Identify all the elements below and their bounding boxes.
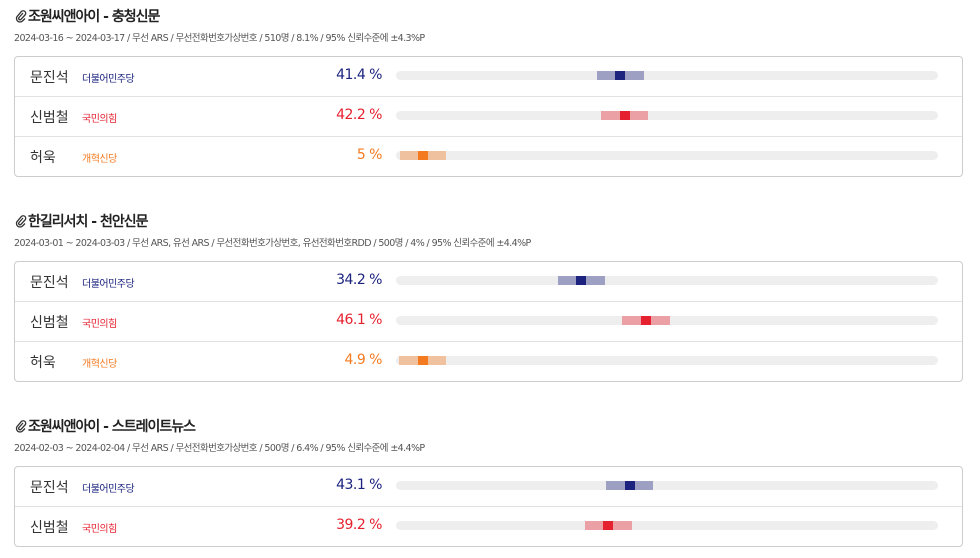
share-marker xyxy=(417,356,428,365)
poll-meta: 2024-03-16 ~ 2024-03-17 / 무선 ARS / 무선전화번… xyxy=(14,33,425,44)
candidate-name: 문진석 xyxy=(30,70,69,86)
party-name: 더불어민주당 xyxy=(82,484,135,495)
candidate-name: 신범철 xyxy=(30,110,69,126)
party-name: 국민의힘 xyxy=(82,319,117,330)
share-track xyxy=(396,151,938,160)
row-separator xyxy=(15,136,962,137)
party-name: 개혁신당 xyxy=(82,154,117,165)
poll-title: 한길리서치 - 천안신문 xyxy=(28,214,148,230)
candidate-name: 신범철 xyxy=(30,315,69,331)
share-track xyxy=(396,71,938,80)
vote-share: 42.2 % xyxy=(336,107,382,123)
clip-icon xyxy=(15,418,27,433)
party-name: 개혁신당 xyxy=(82,359,117,370)
candidate-name: 문진석 xyxy=(30,275,69,291)
share-track xyxy=(396,481,938,490)
row-separator xyxy=(15,301,962,302)
poll-title: 조원씨앤아이 - 스트레이트뉴스 xyxy=(28,419,196,435)
share-track xyxy=(396,316,938,325)
party-name: 국민의힘 xyxy=(82,524,117,535)
candidate-name: 신범철 xyxy=(30,520,69,536)
poll-title: 조원씨앤아이 - 충청신문 xyxy=(28,9,160,25)
row-separator xyxy=(15,96,962,97)
share-track xyxy=(396,276,938,285)
poll-box xyxy=(14,261,963,382)
poll-box xyxy=(14,56,963,177)
share-marker xyxy=(603,521,614,530)
candidate-name: 문진석 xyxy=(30,480,69,496)
vote-share: 5 % xyxy=(356,147,383,163)
share-marker xyxy=(624,481,635,490)
party-name: 더불어민주당 xyxy=(82,279,135,290)
vote-share: 4.9 % xyxy=(344,352,382,368)
row-separator xyxy=(15,506,962,507)
poll-box xyxy=(14,466,963,547)
share-track xyxy=(396,111,938,120)
vote-share: 41.4 % xyxy=(336,67,382,83)
row-separator xyxy=(15,341,962,342)
vote-share: 43.1 % xyxy=(336,477,382,493)
share-track xyxy=(396,356,938,365)
vote-share: 34.2 % xyxy=(336,272,382,288)
vote-share: 39.2 % xyxy=(336,517,382,533)
vote-share: 46.1 % xyxy=(336,312,382,328)
clip-icon xyxy=(15,8,27,23)
party-name: 더불어민주당 xyxy=(82,74,135,85)
party-name: 국민의힘 xyxy=(82,114,117,125)
share-marker xyxy=(418,151,429,160)
poll-meta: 2024-03-01 ~ 2024-03-03 / 무선 ARS, 유선 ARS… xyxy=(14,238,531,249)
poll-meta: 2024-02-03 ~ 2024-02-04 / 무선 ARS / 무선전화번… xyxy=(14,443,425,454)
share-marker xyxy=(576,276,587,285)
candidate-name: 허욱 xyxy=(30,150,56,166)
share-marker xyxy=(615,71,626,80)
share-track xyxy=(396,521,938,530)
clip-icon xyxy=(15,213,27,228)
share-marker xyxy=(619,111,630,120)
candidate-name: 허욱 xyxy=(30,355,56,371)
share-marker xyxy=(640,316,651,325)
